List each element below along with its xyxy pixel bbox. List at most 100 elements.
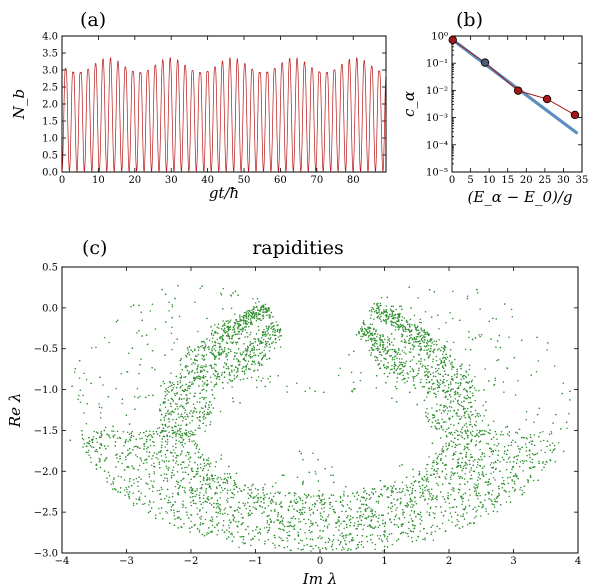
panel-c-scatter-point xyxy=(90,347,93,349)
panel-c-scatter-point xyxy=(150,464,153,466)
panel-c-scatter-point xyxy=(368,506,370,509)
panel-c-scatter-point xyxy=(237,491,239,493)
panel-c-scatter-point xyxy=(251,323,254,325)
panel-c-scatter-point xyxy=(198,419,200,421)
panel-c-scatter-point xyxy=(381,340,384,342)
panel-c-scatter-point xyxy=(148,504,150,506)
panel-c-scatter-point xyxy=(489,447,491,449)
panel-c-scatter-point xyxy=(456,430,459,433)
panel-c-scatter-point xyxy=(268,514,270,517)
panel-c-scatter-point xyxy=(116,430,119,433)
panel-c-scatter-point xyxy=(132,492,135,495)
panel-c-scatter-point xyxy=(231,532,233,534)
panel-c-scatter-point xyxy=(218,357,220,360)
panel-c-scatter-point xyxy=(397,538,400,541)
panel-c-scatter-point xyxy=(466,524,469,526)
panel-c-scatter-point xyxy=(499,460,501,463)
panel-c-scatter-point xyxy=(209,502,211,504)
panel-c-scatter-point xyxy=(533,421,535,424)
panel-c-scatter-point xyxy=(177,491,179,494)
panel-c-scatter-point xyxy=(207,495,209,498)
panel-c-scatter-point xyxy=(529,434,532,436)
panel-c-scatter-point xyxy=(193,407,196,409)
panel-c-scatter-point xyxy=(337,374,340,377)
panel-c-scatter-point xyxy=(287,540,289,542)
panel-c-scatter-point xyxy=(225,499,228,501)
panel-c-scatter-point xyxy=(164,430,167,432)
panel-c-scatter-point xyxy=(410,530,413,533)
panel-c-scatter-point xyxy=(449,512,452,515)
panel-c-scatter-point xyxy=(420,339,423,341)
panel-c-scatter-point xyxy=(175,418,178,420)
panel-c-scatter-point xyxy=(208,406,210,409)
panel-c-scatter-point xyxy=(553,444,556,447)
panel-c-scatter-point xyxy=(235,371,238,373)
panel-c-scatter-point xyxy=(424,499,426,502)
panel-b-data-point xyxy=(448,35,457,45)
panel-c-scatter-point xyxy=(247,486,249,489)
panel-c-scatter-point xyxy=(441,346,443,349)
panel-c-scatter-point xyxy=(282,517,284,519)
panel-c-scatter-point xyxy=(433,382,435,385)
panel-c-scatter-point xyxy=(400,305,402,308)
panel-c-scatter-point xyxy=(393,358,396,361)
panel-c-scatter-point xyxy=(201,340,204,343)
panel-c-scatter-point xyxy=(275,321,278,323)
panel-c-scatter-point xyxy=(205,488,208,490)
panel-c-scatter-point xyxy=(392,344,394,346)
panel-c-scatter-point xyxy=(205,354,208,356)
panel-c-scatter-point xyxy=(410,517,413,520)
panel-c-scatter-point xyxy=(164,401,166,403)
panel-c-scatter-point xyxy=(79,389,82,391)
panel-c-scatter-point xyxy=(382,550,384,552)
panel-c-scatter-point xyxy=(359,500,362,502)
panel-c-scatter-point xyxy=(183,397,185,400)
panel-c-scatter-point xyxy=(179,387,181,389)
panel-c-scatter-point xyxy=(360,523,363,526)
panel-c-scatter-point xyxy=(360,338,362,340)
panel-a-ytick-label: 2.5 xyxy=(42,83,58,94)
panel-c-scatter-point xyxy=(281,522,283,525)
panel-c-scatter-point xyxy=(164,453,167,456)
panel-c-scatter-point xyxy=(244,329,247,331)
panel-c-scatter-point xyxy=(360,335,362,337)
panel-c-scatter-point xyxy=(149,430,151,432)
panel-c-scatter-point xyxy=(255,508,257,510)
panel-c-scatter-point xyxy=(254,302,257,304)
panel-c-scatter-point xyxy=(338,544,341,546)
panel-c-scatter-point xyxy=(130,434,133,437)
panel-c-scatter-point xyxy=(549,449,552,452)
panel-c-scatter-point xyxy=(438,386,441,389)
panel-c-scatter-point xyxy=(450,406,453,409)
panel-c-scatter-point xyxy=(427,392,430,395)
panel-c-scatter-point xyxy=(391,348,394,351)
panel-c-scatter-point xyxy=(264,303,267,306)
panel-c-scatter-point xyxy=(184,466,186,469)
panel-c-scatter-point xyxy=(244,350,246,352)
panel-c-scatter-point xyxy=(223,331,225,333)
panel-c-scatter-point xyxy=(484,368,486,370)
panel-c-scatter-point xyxy=(476,288,478,291)
panel-c-scatter-point xyxy=(165,460,168,462)
panel-c-scatter-point xyxy=(468,488,471,491)
panel-c-scatter-point xyxy=(270,337,272,339)
panel-c-scatter-point xyxy=(398,347,400,350)
panel-c-scatter-point xyxy=(432,350,434,353)
panel-c-scatter-point xyxy=(179,454,182,456)
panel-c-scatter-point xyxy=(466,481,469,483)
panel-c-scatter-point xyxy=(493,498,496,500)
panel-c-scatter-point xyxy=(481,430,483,432)
panel-c-scatter-point xyxy=(150,507,153,509)
panel-c-scatter-point xyxy=(264,346,266,348)
panel-c-scatter-point xyxy=(279,491,281,493)
panel-c-scatter-point xyxy=(481,453,483,455)
panel-c-scatter-point xyxy=(211,531,213,534)
panel-c-scatter-point xyxy=(438,453,441,455)
panel-c-scatter-point xyxy=(440,511,443,513)
panel-c-scatter-point xyxy=(121,462,123,465)
panel-c-scatter-point xyxy=(528,454,531,456)
panel-c-scatter-point xyxy=(159,404,162,406)
panel-c-scatter-point xyxy=(412,348,414,350)
panel-c-scatter-point xyxy=(302,506,304,509)
panel-c-scatter-point xyxy=(411,536,413,539)
